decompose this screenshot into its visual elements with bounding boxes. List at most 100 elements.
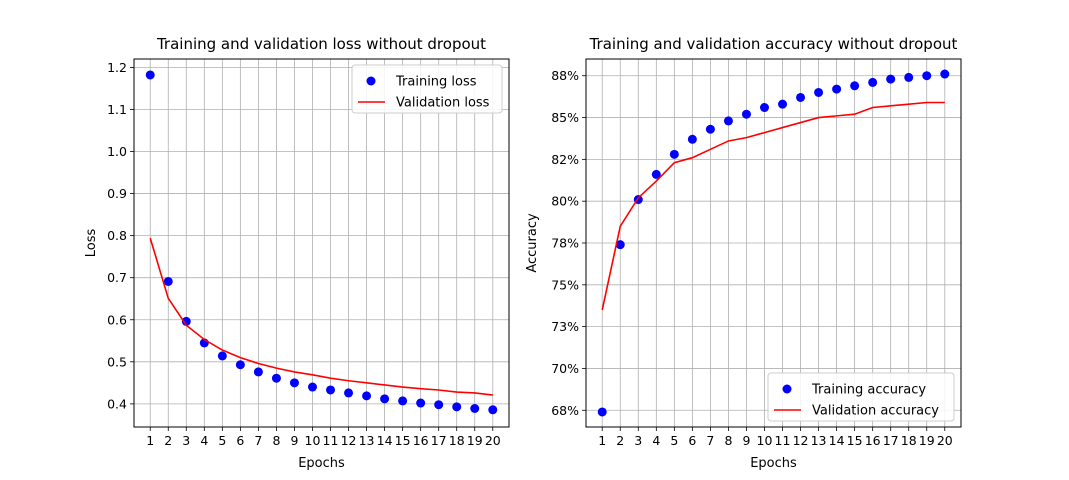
accuracy-xtick-label: 13 [811,433,827,448]
loss-xtick-label: 9 [290,433,298,448]
loss-ytick-label: 0.6 [107,312,127,327]
accuracy-chart-xlabel: Epochs [750,456,797,471]
accuracy-xtick-label: 6 [688,433,696,448]
training-accuracy-point [850,81,860,91]
loss-ytick-label: 0.8 [107,228,127,243]
accuracy-ytick-label: 78% [551,236,579,251]
accuracy-xtick-label: 16 [865,433,881,448]
training-accuracy-point [741,109,751,119]
validation-accuracy-legend-label: Validation accuracy [812,404,939,419]
accuracy-chart-legend: Training accuracy Validation accuracy [767,372,955,422]
loss-xtick-label: 13 [359,433,375,448]
training-loss-point [271,373,281,383]
training-accuracy-point [723,116,733,126]
training-loss-point [217,351,227,361]
loss-xtick-label: 11 [323,433,339,448]
training-accuracy-point [940,69,950,79]
accuracy-xtick-label: 12 [793,433,809,448]
training-loss-point [307,382,317,392]
loss-ytick-label: 1.0 [107,144,127,159]
training-loss-point [289,378,299,388]
loss-ytick-label: 0.7 [107,270,127,285]
loss-xtick-label: 8 [272,433,280,448]
training-loss-legend-label: Training loss [395,75,477,90]
training-loss-point [326,385,336,395]
accuracy-xtick-label: 18 [901,433,917,448]
training-accuracy-point [705,124,715,134]
training-accuracy-point [651,169,661,179]
loss-xtick-label: 20 [485,433,501,448]
accuracy-ytick-label: 82% [551,152,579,167]
loss-chart-legend: Training loss Validation loss [351,64,503,114]
accuracy-xtick-label: 19 [919,433,935,448]
training-accuracy-point [778,99,788,109]
validation-loss-legend-label: Validation loss [396,96,490,111]
training-accuracy-point [669,149,679,159]
training-accuracy-point [687,134,697,144]
loss-xtick-label: 7 [254,433,262,448]
accuracy-chart-ticks: 1 2 3 4 5 6 7 8 9 10 11 12 13 14 15 16 17 18 19 2068%70%73%… [551,68,953,448]
loss-legend-box [351,64,503,114]
training-loss-point [163,276,173,286]
accuracy-xtick-label: 14 [829,433,845,448]
accuracy-ytick-label: 68% [551,403,579,418]
accuracy-ytick-label: 85% [551,110,579,125]
training-accuracy-point [886,74,896,84]
loss-xtick-label: 12 [341,433,357,448]
loss-xtick-label: 6 [236,433,244,448]
accuracy-xtick-label: 7 [706,433,714,448]
loss-chart-ticks: 1 2 3 4 5 6 7 8 9 10 11 12 13 14 15 16 17 18 19 200.40.50.6… [107,60,501,448]
training-accuracy-legend-label: Training accuracy [811,383,926,398]
accuracy-xtick-label: 15 [847,433,863,448]
loss-chart-grid [134,59,509,427]
accuracy-ytick-label: 70% [551,361,579,376]
accuracy-xtick-label: 2 [616,433,624,448]
loss-ytick-label: 0.4 [107,396,127,411]
accuracy-ytick-label: 73% [551,319,579,334]
accuracy-ytick-label: 75% [551,277,579,292]
accuracy-xtick-label: 11 [775,433,791,448]
accuracy-xtick-label: 9 [742,433,750,448]
training-loss-point [344,388,354,398]
loss-chart: Training and validation loss without dro… [84,35,510,471]
loss-xtick-label: 15 [395,433,411,448]
loss-xtick-label: 19 [467,433,483,448]
training-loss-point [398,396,408,406]
loss-ytick-label: 1.2 [107,60,127,75]
accuracy-chart-series [597,69,950,417]
loss-xtick-label: 1 [146,433,154,448]
accuracy-xtick-label: 3 [634,433,642,448]
accuracy-xtick-label: 10 [757,433,773,448]
training-loss-point [488,405,498,415]
loss-xtick-label: 3 [182,433,190,448]
validation-loss-line [149,237,493,396]
loss-xtick-label: 4 [200,433,208,448]
loss-xtick-label: 10 [305,433,321,448]
accuracy-chart: Training and validation accuracy without… [525,35,962,471]
loss-xtick-label: 2 [164,433,172,448]
loss-xtick-label: 16 [413,433,429,448]
training-accuracy-legend-swatch [782,384,792,394]
accuracy-chart-title: Training and validation accuracy without… [589,35,958,53]
training-loss-point [253,367,263,377]
training-loss-legend-swatch [366,76,376,86]
training-accuracy-point [868,77,878,87]
training-loss-point [416,398,426,408]
accuracy-xtick-label: 1 [598,433,606,448]
training-accuracy-point [922,71,932,81]
loss-xtick-label: 17 [431,433,447,448]
training-loss-point [380,394,390,404]
accuracy-legend-box [767,372,955,422]
loss-chart-series [145,70,498,415]
accuracy-ytick-label: 80% [551,194,579,209]
accuracy-xtick-label: 8 [724,433,732,448]
training-loss-point [235,360,245,370]
loss-chart-frame [133,58,510,428]
loss-ytick-label: 0.5 [107,354,127,369]
validation-accuracy-line [601,101,945,311]
accuracy-xtick-label: 20 [937,433,953,448]
loss-chart-xlabel: Epochs [298,456,345,471]
training-loss-point [362,391,372,401]
training-accuracy-point [759,103,769,113]
